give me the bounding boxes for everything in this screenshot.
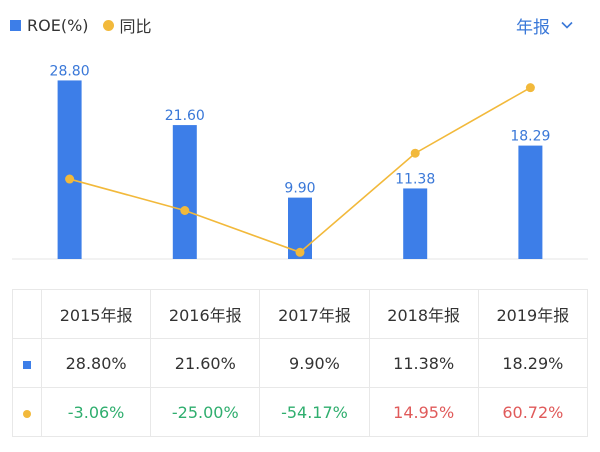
yoy-legend-marker bbox=[102, 19, 114, 31]
table-cell: 21.60% bbox=[150, 338, 261, 388]
data-table: 2015年报 2016年报 2017年报 2018年报 2019年报 28.80… bbox=[12, 289, 589, 437]
yoy-legend-label: 同比 bbox=[119, 17, 152, 36]
roe-legend-label: ROE(%) bbox=[27, 15, 89, 35]
yoy-row-marker-cell bbox=[12, 387, 42, 437]
table-cell: 14.95% bbox=[368, 387, 479, 437]
table-cell: 11.38% bbox=[368, 338, 479, 388]
table-header-cell: 2019年报 bbox=[477, 289, 589, 339]
table-cell: 60.72% bbox=[477, 387, 589, 437]
table-cell: 28.80% bbox=[40, 338, 152, 388]
table-corner-cell bbox=[12, 289, 42, 339]
table-header-cell: 2018年报 bbox=[368, 289, 479, 339]
table-cell: -25.00% bbox=[150, 387, 261, 437]
yoy-point bbox=[410, 148, 420, 158]
roe-bar bbox=[403, 188, 428, 259]
chevron-down-icon bbox=[561, 21, 573, 29]
yoy-row-icon bbox=[23, 409, 31, 418]
table-cell: 18.29% bbox=[477, 338, 589, 388]
period-selector[interactable]: 年报 bbox=[516, 12, 574, 38]
roe-bar-label: 28.80 bbox=[50, 63, 90, 79]
roe-bar bbox=[172, 125, 197, 259]
roe-bar-label: 9.90 bbox=[284, 181, 315, 197]
table-cell: -3.06% bbox=[40, 387, 152, 437]
table-cell: 9.90% bbox=[259, 338, 370, 388]
roe-chart: 28.80 21.60 9.90 11.38 18.29 bbox=[12, 63, 588, 260]
table-header-cell: 2016年报 bbox=[150, 289, 261, 339]
roe-legend-marker bbox=[10, 19, 21, 31]
table-header-cell: 2017年报 bbox=[259, 289, 370, 339]
table-row-yoy: -3.06% -25.00% -54.17% 14.95% 60.72% bbox=[12, 387, 589, 437]
yoy-point bbox=[65, 174, 75, 184]
roe-bar-label: 18.29 bbox=[510, 129, 550, 145]
roe-row-marker-cell bbox=[12, 338, 42, 388]
table-row-roe: 28.80% 21.60% 9.90% 11.38% 18.29% bbox=[12, 338, 589, 388]
table-header-cell: 2015年报 bbox=[40, 289, 152, 339]
roe-row-icon bbox=[23, 360, 31, 369]
roe-bar-label: 11.38 bbox=[395, 171, 435, 187]
roe-bar bbox=[57, 80, 82, 259]
yoy-point bbox=[295, 247, 305, 257]
yoy-point bbox=[525, 83, 535, 93]
table-cell: -54.17% bbox=[259, 387, 370, 437]
roe-bar bbox=[518, 145, 543, 259]
chart-legend: ROE(%) 同比 bbox=[10, 12, 152, 38]
roe-bar-label: 21.60 bbox=[165, 108, 205, 124]
table-header-row: 2015年报 2016年报 2017年报 2018年报 2019年报 bbox=[12, 289, 589, 339]
period-selector-label: 年报 bbox=[516, 17, 550, 38]
yoy-point bbox=[180, 206, 190, 215]
